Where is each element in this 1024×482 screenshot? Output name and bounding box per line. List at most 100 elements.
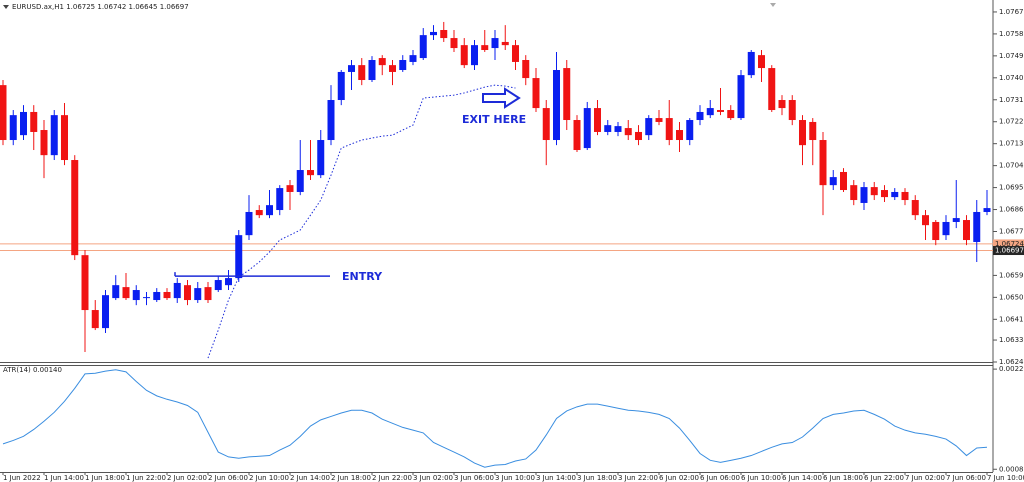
x-tick-label: 6 Jun 10:00 — [741, 474, 781, 482]
menu-triangle — [3, 5, 9, 9]
indicator-title: ATR(14) 0.00140 — [3, 366, 62, 374]
candle-body — [317, 140, 325, 176]
atr-line — [2, 369, 988, 468]
x-tick-label: 1 Jun 14:00 — [44, 474, 84, 482]
x-tick-label: 1 Jun 22:00 — [126, 474, 166, 482]
candle-body — [143, 297, 150, 299]
candle-body — [40, 130, 48, 156]
candle-body — [430, 31, 437, 36]
candle-body — [481, 45, 489, 51]
candle-body — [91, 310, 99, 329]
x-tick-label: 2 Jun 10:00 — [249, 474, 289, 482]
candle-body — [81, 255, 89, 311]
x-tick-label: 7 Jun 02:00 — [905, 474, 945, 482]
candle-body — [696, 111, 704, 121]
chart-title: EURUSD.ax,H1 1.06725 1.06742 1.06645 1.0… — [12, 3, 189, 11]
x-tick-label: 2 Jun 02:00 — [167, 474, 207, 482]
candle-body — [819, 140, 827, 186]
candle-body — [542, 108, 550, 141]
y-tick-label: 1.07225 — [999, 118, 1024, 126]
price-label: 1.06724 — [995, 240, 1024, 248]
candle-body — [952, 218, 960, 222]
y-tick-label: 1.07405 — [999, 74, 1024, 82]
candle-body — [706, 108, 714, 116]
candle-body — [50, 115, 58, 156]
candle-body — [614, 126, 622, 132]
candle-body — [173, 282, 181, 299]
overlay-line — [207, 84, 516, 359]
y-tick-label: 1.07135 — [999, 140, 1024, 148]
candle-body — [911, 200, 919, 216]
y-tick-label: 1.07495 — [999, 52, 1024, 60]
candle-body — [286, 185, 294, 192]
y-tick-label: 1.06955 — [999, 184, 1024, 192]
candle-body — [307, 170, 314, 176]
candle-body — [102, 295, 109, 329]
candle-body — [532, 78, 540, 109]
candle-body — [645, 118, 653, 136]
candle-body — [112, 285, 120, 299]
candle-body — [491, 38, 499, 49]
price-label: 1.06697 — [995, 247, 1024, 255]
x-tick-label: 3 Jun 14:00 — [536, 474, 576, 482]
candle-body — [727, 110, 735, 119]
candle-body — [583, 108, 591, 149]
candle-body — [245, 211, 253, 236]
candle-body — [460, 45, 468, 66]
x-tick-label: 3 Jun 22:00 — [618, 474, 658, 482]
exit-arrow — [482, 87, 521, 109]
candle-body — [327, 100, 335, 141]
candle-body — [850, 185, 858, 201]
candle-body — [163, 291, 171, 299]
x-tick-label: 2 Jun 22:00 — [372, 474, 412, 482]
candle-body — [368, 60, 376, 81]
x-tick-label: 6 Jun 06:00 — [700, 474, 740, 482]
candle-body — [501, 41, 509, 46]
x-tick-label: 6 Jun 18:00 — [823, 474, 863, 482]
candle-body — [296, 170, 304, 192]
x-tick-label: 3 Jun 02:00 — [413, 474, 453, 482]
candle-body — [71, 160, 79, 256]
candle-body — [358, 65, 366, 81]
candle-body — [922, 215, 929, 226]
candle-body — [122, 287, 130, 299]
price-label-box — [993, 239, 1024, 249]
candle-body — [61, 115, 68, 161]
exit-label: EXIT HERE — [462, 113, 526, 126]
y-tick-label: 1.07585 — [999, 30, 1024, 38]
candle-body — [409, 55, 417, 62]
candle-body — [758, 55, 765, 69]
candle-body — [235, 235, 243, 279]
y-tick-label: 0.00083 — [999, 465, 1024, 473]
x-tick-label: 2 Jun 06:00 — [208, 474, 248, 482]
candle-body — [717, 110, 724, 112]
price-label-box — [993, 246, 1024, 256]
candle-body — [942, 221, 950, 236]
y-tick-label: 1.06595 — [999, 271, 1024, 279]
candle-body — [881, 190, 888, 198]
y-tick-label: 1.07675 — [999, 8, 1024, 16]
y-tick-label: 1.07315 — [999, 96, 1024, 104]
candle-body — [276, 188, 284, 211]
x-tick-label: 2 Jun 18:00 — [331, 474, 371, 482]
y-tick-label: 1.06415 — [999, 315, 1024, 323]
candle-body — [870, 187, 878, 196]
y-tick-label: 1.06330 — [999, 336, 1024, 344]
x-tick-label: 7 Jun 10:00 — [987, 474, 1024, 482]
candle-body — [624, 128, 632, 136]
x-tick-label: 6 Jun 02:00 — [659, 474, 699, 482]
candle-body — [573, 120, 581, 151]
candle-body — [604, 125, 612, 132]
candle-body — [255, 210, 263, 216]
candle-body — [963, 220, 970, 241]
y-tick-label: 1.07045 — [999, 162, 1024, 170]
candle-body — [932, 221, 940, 241]
candle-body — [788, 100, 796, 121]
candle-body — [778, 100, 786, 109]
candle-body — [840, 171, 847, 191]
x-tick-label: 1 Jun 2022 — [3, 474, 41, 482]
candle-body — [153, 291, 161, 301]
candle-body — [194, 288, 202, 301]
